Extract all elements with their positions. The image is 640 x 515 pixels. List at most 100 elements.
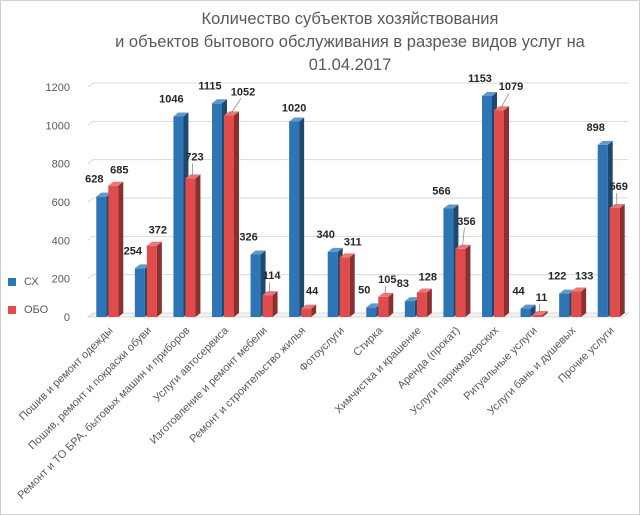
data-label-obo: 105 (378, 274, 396, 286)
data-label-obo: 723 (185, 151, 203, 163)
data-label-sx: 628 (85, 174, 103, 186)
bar-side (619, 203, 625, 317)
gridline-side (87, 197, 94, 203)
y-tick-label: 800 (52, 159, 70, 171)
bar-top (224, 111, 239, 116)
bar-top (301, 304, 317, 309)
bar-top (559, 289, 575, 294)
bar-top (404, 297, 420, 302)
bar-top (416, 288, 432, 293)
bar-top (494, 106, 509, 111)
data-label-obo: 128 (419, 271, 437, 283)
data-label-obo: 44 (306, 286, 319, 298)
data-label-obo: 1079 (499, 81, 523, 93)
gridline-side (87, 235, 94, 241)
bar-obo (146, 245, 157, 317)
bar-top (185, 174, 201, 179)
y-tick-label: 200 (52, 274, 70, 286)
bar-obo (301, 308, 312, 317)
bar-obo (262, 295, 273, 317)
bar-obo (609, 207, 620, 317)
bar-top (289, 117, 305, 122)
x-category-label: Услуги автосервиса (151, 324, 232, 405)
data-label-sx: 326 (239, 232, 257, 244)
bar-obo (339, 257, 350, 317)
data-label-sx: 898 (587, 122, 605, 134)
bar-obo (455, 248, 466, 317)
bar-top (520, 304, 536, 309)
bar-side (272, 291, 278, 317)
data-label-obo: 133 (575, 271, 593, 283)
bar-sx (173, 116, 184, 318)
bar-sx (520, 308, 531, 317)
bar-obo (378, 296, 389, 317)
bar-side (581, 287, 587, 317)
data-label-sx: 566 (432, 186, 450, 198)
bar-side (311, 304, 317, 317)
data-label-obo: 1052 (231, 86, 255, 98)
bar-sx (559, 293, 570, 317)
bar-side (349, 253, 355, 317)
bar-top (378, 292, 394, 297)
bar-top (108, 181, 124, 186)
data-label-obo: 685 (110, 165, 128, 177)
x-category-label: Ремонт и ТО БРА, бытовых машин и приборо… (16, 325, 193, 502)
legend-item-sx: СХ (8, 276, 39, 288)
bar-side (195, 174, 201, 317)
x-category-label: Ритуальные услуги (462, 325, 540, 403)
chart-title-line-2: и объектов бытового обслуживания в разре… (115, 33, 585, 51)
data-label-obo: 372 (149, 225, 167, 237)
bar-top (532, 310, 548, 315)
bar-sx (482, 96, 492, 317)
bar-top (455, 244, 471, 249)
data-label-sx: 83 (397, 278, 409, 290)
bar-top (173, 112, 189, 117)
bar-obo (494, 110, 504, 317)
gridline-side (87, 159, 94, 165)
data-label-sx: 254 (124, 245, 143, 257)
bar-top (212, 99, 227, 104)
bar-top (597, 140, 613, 145)
bar-side (234, 111, 239, 317)
bar-side (542, 310, 548, 317)
data-label-sx: 340 (317, 229, 335, 241)
bar-side (156, 241, 162, 317)
bar-sx (404, 301, 415, 317)
bar-sx (597, 144, 608, 317)
bar-top (339, 253, 355, 258)
bar-side (299, 117, 305, 317)
bar-side (504, 106, 509, 317)
gridline-side (87, 82, 94, 88)
bar-top (366, 303, 382, 308)
data-label-sx: 1153 (468, 73, 492, 85)
bar-obo (185, 178, 196, 317)
bar-obo (108, 185, 119, 317)
y-tick-label: 600 (52, 197, 70, 209)
data-label-obo: 11 (536, 292, 548, 304)
data-label-obo: 311 (344, 236, 362, 248)
legend-item-obo: ОБО (8, 304, 48, 316)
chart-title: Количество субъектов хозяйствования и об… (90, 8, 610, 77)
bar-top (146, 241, 162, 246)
legend-label-obo: ОБО (24, 304, 49, 316)
bar-obo (224, 115, 234, 317)
bar-sx (289, 121, 300, 317)
data-label-sx: 44 (512, 286, 525, 298)
chart-floor (86, 312, 630, 318)
bar-sx (96, 196, 107, 317)
bar-sx (134, 268, 145, 317)
data-label-leader (230, 98, 242, 114)
data-label-sx: 122 (548, 271, 566, 283)
gridline-side (87, 120, 94, 126)
legend-swatch-sx (8, 278, 16, 286)
bar-sx (212, 103, 222, 318)
bar-top (262, 291, 278, 296)
bar-top (327, 247, 343, 252)
bar-top (571, 287, 587, 292)
bar-obo (571, 291, 582, 317)
bar-side (465, 244, 471, 317)
bar-obo (416, 292, 427, 317)
data-label-obo: 114 (263, 270, 282, 282)
data-label-sx: 50 (358, 284, 370, 296)
